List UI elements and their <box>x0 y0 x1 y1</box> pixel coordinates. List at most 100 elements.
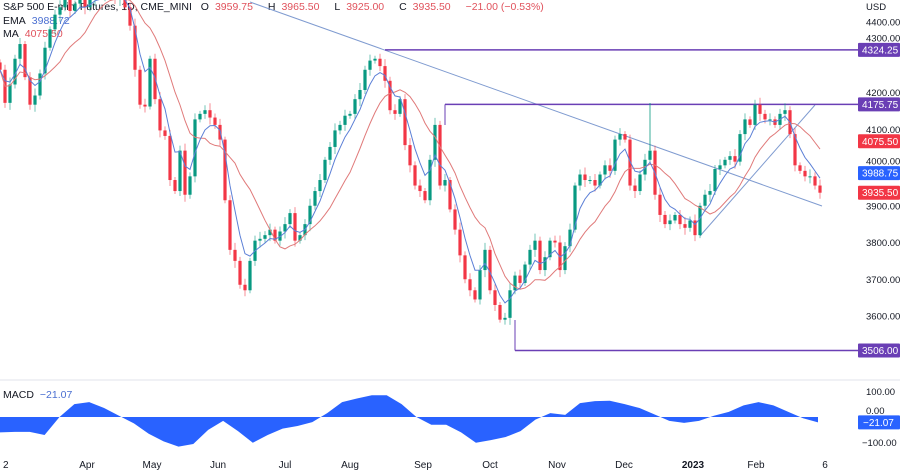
price-tick-label: 4400.00 <box>866 18 900 29</box>
ema-label: EMA <box>3 15 26 27</box>
time-tick-label: Oct <box>482 460 498 471</box>
price-tick-label: 4200.00 <box>866 88 900 99</box>
candle-body <box>518 275 522 283</box>
candle-body <box>273 229 277 241</box>
candle-body <box>38 73 42 96</box>
candle-body <box>783 110 787 114</box>
candle-body <box>573 185 577 230</box>
time-tick-label: Feb <box>747 460 765 471</box>
candle-body <box>53 14 57 30</box>
level-price-label: 4175.75 <box>862 100 899 111</box>
price-label: 3988.75 <box>862 169 899 180</box>
price-tick-label: 4000.00 <box>866 157 900 168</box>
candle-body <box>248 260 252 291</box>
candle-body <box>413 165 417 186</box>
candle-body <box>283 224 287 232</box>
chart-header-legend: S&P 500 E-mini Futures, 1D, CME_MINI O 39… <box>3 1 550 13</box>
candle-body <box>423 191 427 201</box>
candle-body <box>798 165 802 171</box>
candle-body <box>353 99 357 114</box>
time-tick-label: Nov <box>548 460 566 471</box>
ascending-trendline <box>699 104 816 237</box>
candle-body <box>543 257 547 271</box>
candle-body <box>213 117 217 125</box>
macd-label: MACD <box>3 389 34 401</box>
ohlc-low-value: 3925.00 <box>346 1 385 13</box>
time-tick-label: Jul <box>279 460 292 471</box>
candle-body <box>708 191 712 195</box>
time-tick-label: Aug <box>341 460 359 471</box>
candle-body <box>183 150 187 195</box>
ohlc-low: L 3925.00 <box>334 1 390 13</box>
candle-body <box>378 58 382 67</box>
ohlc-high-label: H <box>267 1 276 13</box>
candle-body <box>488 249 492 291</box>
candle-body <box>33 95 37 105</box>
candle-body <box>598 174 602 186</box>
candle-body <box>8 84 12 103</box>
candle-body <box>548 240 552 258</box>
candle-body <box>463 255 467 280</box>
candle-body <box>563 246 567 271</box>
ma-line <box>0 0 821 290</box>
candle-body <box>428 159 432 201</box>
ohlc-close: C 3935.50 <box>399 1 457 13</box>
macd-legend[interactable]: MACD −21.07 <box>3 389 78 401</box>
time-tick-label: May <box>143 460 162 471</box>
candle-body <box>243 284 247 291</box>
candle-body <box>143 104 147 107</box>
time-tick-label: Jun <box>210 460 226 471</box>
macd-tick-label: −100.00 <box>862 438 897 449</box>
candle-body <box>198 113 202 120</box>
candle-body <box>808 176 812 178</box>
ma-legend[interactable]: MA 4075.50 <box>3 28 69 40</box>
price-tick-label: 4100.00 <box>866 125 900 136</box>
candle-body <box>83 0 87 8</box>
candle-body <box>698 205 702 236</box>
macd-value: −21.07 <box>39 389 73 401</box>
price-tick-label: 4300.00 <box>866 33 900 44</box>
candle-body <box>638 174 642 192</box>
candle-body <box>68 0 72 11</box>
candle-body <box>403 99 407 146</box>
macd-tick-label: 100.00 <box>866 387 895 398</box>
candle-body <box>13 58 17 85</box>
ohlc-open: O 3959.75 <box>201 1 259 13</box>
candle-body <box>818 185 822 193</box>
candle-body <box>673 214 677 221</box>
candle-body <box>683 224 687 228</box>
symbol-title[interactable]: S&P 500 E-mini Futures, 1D, CME_MINI <box>3 1 192 13</box>
candle-body <box>203 110 207 114</box>
level-price-label-bg <box>858 97 900 112</box>
candle-body <box>623 134 627 140</box>
candle-body <box>523 264 527 283</box>
ma-label: MA <box>3 28 19 40</box>
candle-body <box>618 134 622 140</box>
candle-body <box>0 62 2 70</box>
candle-body <box>228 200 232 250</box>
candle-body <box>493 290 497 305</box>
candle-body <box>478 270 482 300</box>
candle-body <box>318 180 322 192</box>
candle-body <box>418 185 422 192</box>
candle-body <box>63 0 67 8</box>
candle-body <box>588 180 592 182</box>
candle-body <box>678 214 682 225</box>
candle-body <box>383 66 387 81</box>
candle-body <box>668 220 672 225</box>
macd-tick-label: 0.00 <box>866 406 885 417</box>
candle-body <box>438 124 442 186</box>
candle-body <box>363 69 367 90</box>
candle-body <box>163 130 167 136</box>
candle-body <box>718 165 722 169</box>
candle-body <box>348 113 352 116</box>
candle-body <box>768 119 772 121</box>
candle-body <box>468 279 472 291</box>
candle-body <box>368 60 372 70</box>
candle-body <box>358 89 362 100</box>
ohlc-close-label: C <box>399 1 407 13</box>
candle-body <box>498 304 502 320</box>
time-tick-label: Dec <box>615 460 633 471</box>
candle-body <box>298 235 302 241</box>
